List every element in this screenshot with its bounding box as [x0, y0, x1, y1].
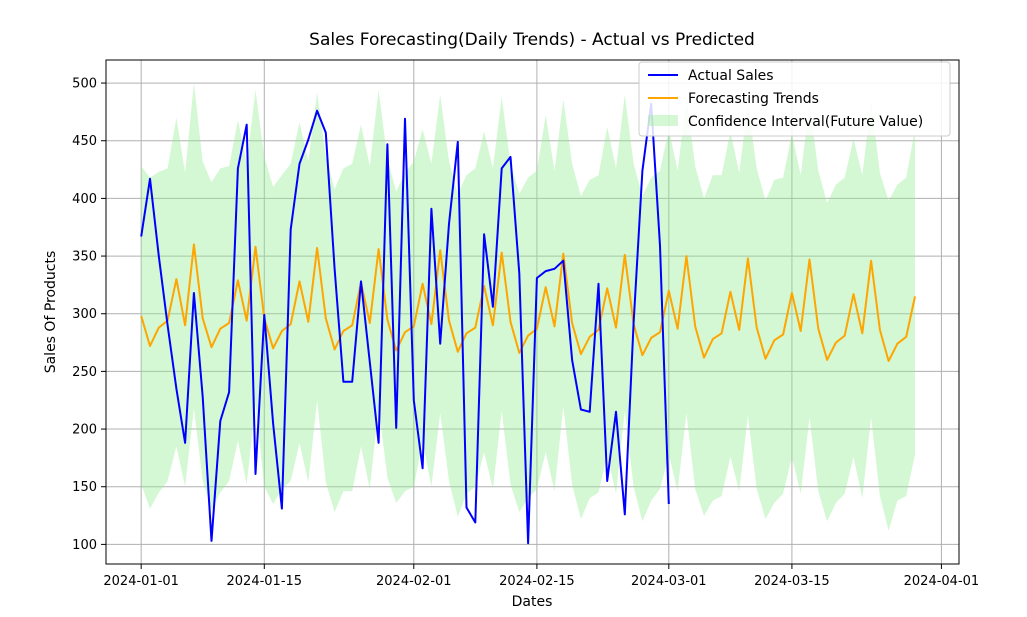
legend-label-forecasting-trends: Forecasting Trends — [688, 91, 819, 107]
legend-label-actual-sales: Actual Sales — [688, 68, 774, 84]
x-tick-label: 2024-02-01 — [376, 574, 452, 589]
x-axis-label: Dates — [512, 594, 553, 610]
legend: Actual Sales Forecasting Trends Confiden… — [638, 61, 951, 137]
legend-swatch-confidence-interval — [648, 115, 678, 126]
x-tick-label: 2024-03-15 — [754, 574, 830, 589]
y-tick-label: 500 — [72, 77, 97, 92]
confidence-band — [141, 83, 915, 531]
series-lines — [140, 102, 916, 545]
x-tick-label: 2024-01-01 — [103, 574, 179, 589]
y-tick-label: 350 — [72, 250, 97, 265]
series-line-forecasting-trends — [140, 243, 916, 362]
legend-box — [638, 61, 951, 137]
y-tick-label: 250 — [72, 365, 97, 380]
plot-frame — [105, 59, 960, 565]
y-tick-label: 400 — [72, 192, 97, 207]
y-tick-label: 150 — [72, 480, 97, 495]
x-tick-label: 2024-03-01 — [631, 574, 707, 589]
x-tick-label: 2024-01-15 — [227, 574, 303, 589]
x-tick-label: 2024-02-15 — [499, 574, 575, 589]
x-axis: 2024-01-01 2024-01-15 2024-02-01 2024-02-15… — [103, 564, 979, 589]
y-tick-label: 100 — [72, 538, 97, 553]
y-axis-label: Sales Of Products — [43, 251, 59, 374]
confidence-interval-area — [141, 83, 915, 531]
x-tick-label: 2024-04-01 — [904, 574, 980, 589]
chart-title: Sales Forecasting(Daily Trends) - Actual… — [309, 30, 755, 50]
y-tick-label: 200 — [72, 423, 97, 438]
y-tick-label: 450 — [72, 134, 97, 149]
y-axis: 100 150 200 250 300 350 400 450 500 — [72, 77, 106, 553]
series-line-actual-sales — [140, 102, 670, 545]
y-tick-label: 300 — [72, 307, 97, 322]
legend-label-confidence-interval: Confidence Interval(Future Value) — [688, 114, 923, 130]
